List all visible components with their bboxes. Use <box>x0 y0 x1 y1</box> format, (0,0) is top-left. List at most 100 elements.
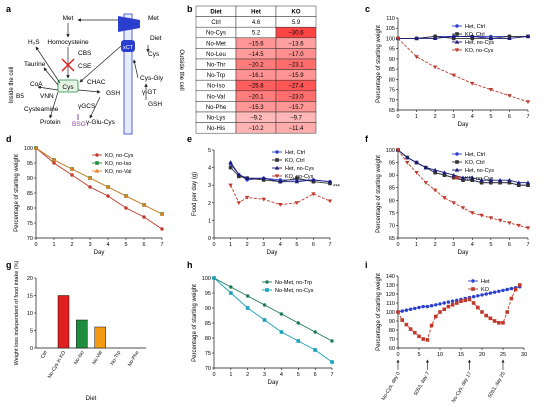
data-point <box>432 167 438 172</box>
data-point <box>311 177 316 182</box>
category-label-3: No-Val <box>91 350 104 366</box>
data-point <box>228 160 233 164</box>
data-point <box>313 348 317 352</box>
y-tick-label: 0 <box>208 236 211 242</box>
y-tick-label: 0 <box>30 346 33 352</box>
table-cell-text: −23.1 <box>288 63 304 69</box>
data-point <box>236 201 242 205</box>
data-point <box>455 32 459 36</box>
table-cell-text: −15.7 <box>288 105 304 111</box>
legend-label-1: KO <box>481 287 490 293</box>
table-cell-text: −17.0 <box>288 52 304 58</box>
data-point <box>488 177 494 182</box>
data-point <box>455 301 459 305</box>
data-point <box>328 181 332 186</box>
y-tick-label: 5 <box>208 148 211 154</box>
data-point <box>516 180 521 185</box>
x-tick-label: 6 <box>508 242 511 248</box>
xct-transporter <box>121 40 135 52</box>
data-point <box>497 321 501 325</box>
inside-cell-label: Inside the cell <box>9 67 15 104</box>
x-tick-label: 7 <box>526 242 529 248</box>
data-point <box>423 181 429 185</box>
x-tick-label: 4 <box>106 242 109 248</box>
chart-panel-i: 60 70 80 90 100 110 120 130 140 0 5 10 15 20 25 30 Perce… <box>376 273 527 404</box>
data-point <box>261 197 266 202</box>
x-tick-label: 3 <box>452 242 455 248</box>
data-point <box>471 295 476 299</box>
table-header-0: Diet <box>210 10 221 16</box>
y-tick-label: 90 <box>205 306 211 312</box>
x-tick-label: 3 <box>452 114 455 120</box>
data-point <box>507 221 512 226</box>
y-tick-label: 90 <box>27 176 33 182</box>
data-point <box>212 276 216 280</box>
x-tick-label: 0 <box>34 242 37 248</box>
node-diet: Diet <box>150 35 162 42</box>
category-label-1: No-Cys in KO <box>47 350 68 380</box>
data-point <box>51 157 57 162</box>
table-cell-text: −20.1 <box>248 94 264 100</box>
data-point <box>124 206 128 210</box>
data-point <box>229 291 233 295</box>
data-point <box>327 179 333 184</box>
data-point <box>433 170 437 175</box>
table-cell-text: −16.1 <box>248 73 264 79</box>
data-point <box>480 310 484 314</box>
x-tick-label: 7 <box>328 242 331 248</box>
x-tick-label: 2 <box>246 242 249 248</box>
node-vnn: VNN <box>40 93 54 100</box>
data-point <box>141 202 147 207</box>
data-point <box>470 34 475 38</box>
data-point <box>479 213 484 218</box>
data-point <box>405 155 410 160</box>
data-point <box>476 305 480 310</box>
node-coa: CoA <box>30 81 43 88</box>
data-point <box>425 338 430 342</box>
data-point <box>484 292 488 296</box>
data-point <box>294 201 300 205</box>
data-point <box>432 65 438 70</box>
panel-letters: a b c d e f g h i <box>6 4 370 270</box>
data-point <box>244 195 250 200</box>
table-cell-text: No-Phe <box>206 105 227 111</box>
data-point <box>488 216 494 221</box>
data-point <box>95 161 99 165</box>
y-tick-label: 100 <box>24 146 33 152</box>
table-cell-text: No-Met <box>206 41 226 47</box>
panel-label-b: b <box>187 4 193 14</box>
chart-panel-c: 65 70 75 80 85 90 95 100 105 110 0 1 2 3 4 5 6 7 Day Percen… <box>376 16 531 128</box>
table-cell-text: No-His <box>207 126 225 132</box>
x-tick-label: 1 <box>229 242 232 248</box>
data-point <box>261 175 266 180</box>
table-cell-text: −15.9 <box>288 73 304 79</box>
data-point <box>497 177 503 182</box>
x-tick-label: 20 <box>479 352 485 358</box>
data-point <box>463 298 467 303</box>
y-tick-label: 100 <box>202 276 211 282</box>
data-point <box>480 293 484 297</box>
legend-label-0: Het, Ctrl <box>285 150 305 156</box>
node-met-outside: Met <box>148 15 159 22</box>
bar-1 <box>57 295 70 349</box>
y-tick-label: 85 <box>27 191 33 197</box>
data-point <box>236 172 242 177</box>
node-taurine: Taurine <box>24 61 46 68</box>
data-point <box>454 39 460 44</box>
table-cell-text: −15.6 <box>248 41 264 47</box>
data-point <box>87 175 93 180</box>
data-point <box>446 304 451 309</box>
event-label-3: 5053, day 25 <box>487 371 507 399</box>
data-point <box>467 297 472 302</box>
data-point <box>414 160 419 165</box>
data-point <box>470 175 475 180</box>
data-point <box>432 36 438 41</box>
x-tick-label: 25 <box>500 352 506 358</box>
data-point <box>265 288 269 292</box>
y-tick-label: 70 <box>205 366 211 372</box>
data-point <box>460 206 466 211</box>
table-cell-text: −9.2 <box>250 116 263 122</box>
data-point <box>311 192 316 197</box>
diet-table: Diet Het KO Ctrl 4.6 5.9 No-Cys 5.2 −30.6 No-Met −… <box>195 5 317 134</box>
cse-inhibition-mark <box>61 58 75 72</box>
